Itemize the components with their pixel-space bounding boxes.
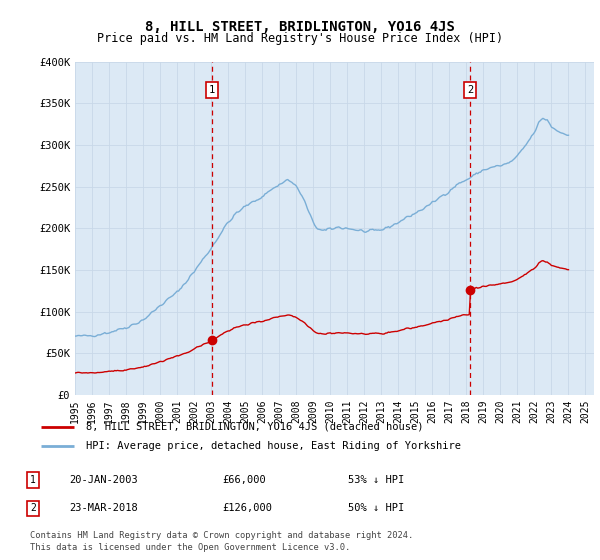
Text: 2: 2	[467, 85, 473, 95]
Text: Price paid vs. HM Land Registry's House Price Index (HPI): Price paid vs. HM Land Registry's House …	[97, 32, 503, 45]
Text: 20-JAN-2003: 20-JAN-2003	[69, 475, 138, 485]
Text: 2: 2	[30, 503, 36, 514]
Text: HPI: Average price, detached house, East Riding of Yorkshire: HPI: Average price, detached house, East…	[86, 441, 461, 451]
Text: This data is licensed under the Open Government Licence v3.0.: This data is licensed under the Open Gov…	[30, 543, 350, 552]
Text: 8, HILL STREET, BRIDLINGTON, YO16 4JS (detached house): 8, HILL STREET, BRIDLINGTON, YO16 4JS (d…	[86, 422, 423, 432]
Text: 50% ↓ HPI: 50% ↓ HPI	[348, 503, 404, 514]
Text: 1: 1	[30, 475, 36, 485]
Text: £126,000: £126,000	[222, 503, 272, 514]
Text: 8, HILL STREET, BRIDLINGTON, YO16 4JS: 8, HILL STREET, BRIDLINGTON, YO16 4JS	[145, 20, 455, 34]
Text: Contains HM Land Registry data © Crown copyright and database right 2024.: Contains HM Land Registry data © Crown c…	[30, 531, 413, 540]
Text: 53% ↓ HPI: 53% ↓ HPI	[348, 475, 404, 485]
Text: 23-MAR-2018: 23-MAR-2018	[69, 503, 138, 514]
Text: £66,000: £66,000	[222, 475, 266, 485]
Text: 1: 1	[209, 85, 215, 95]
